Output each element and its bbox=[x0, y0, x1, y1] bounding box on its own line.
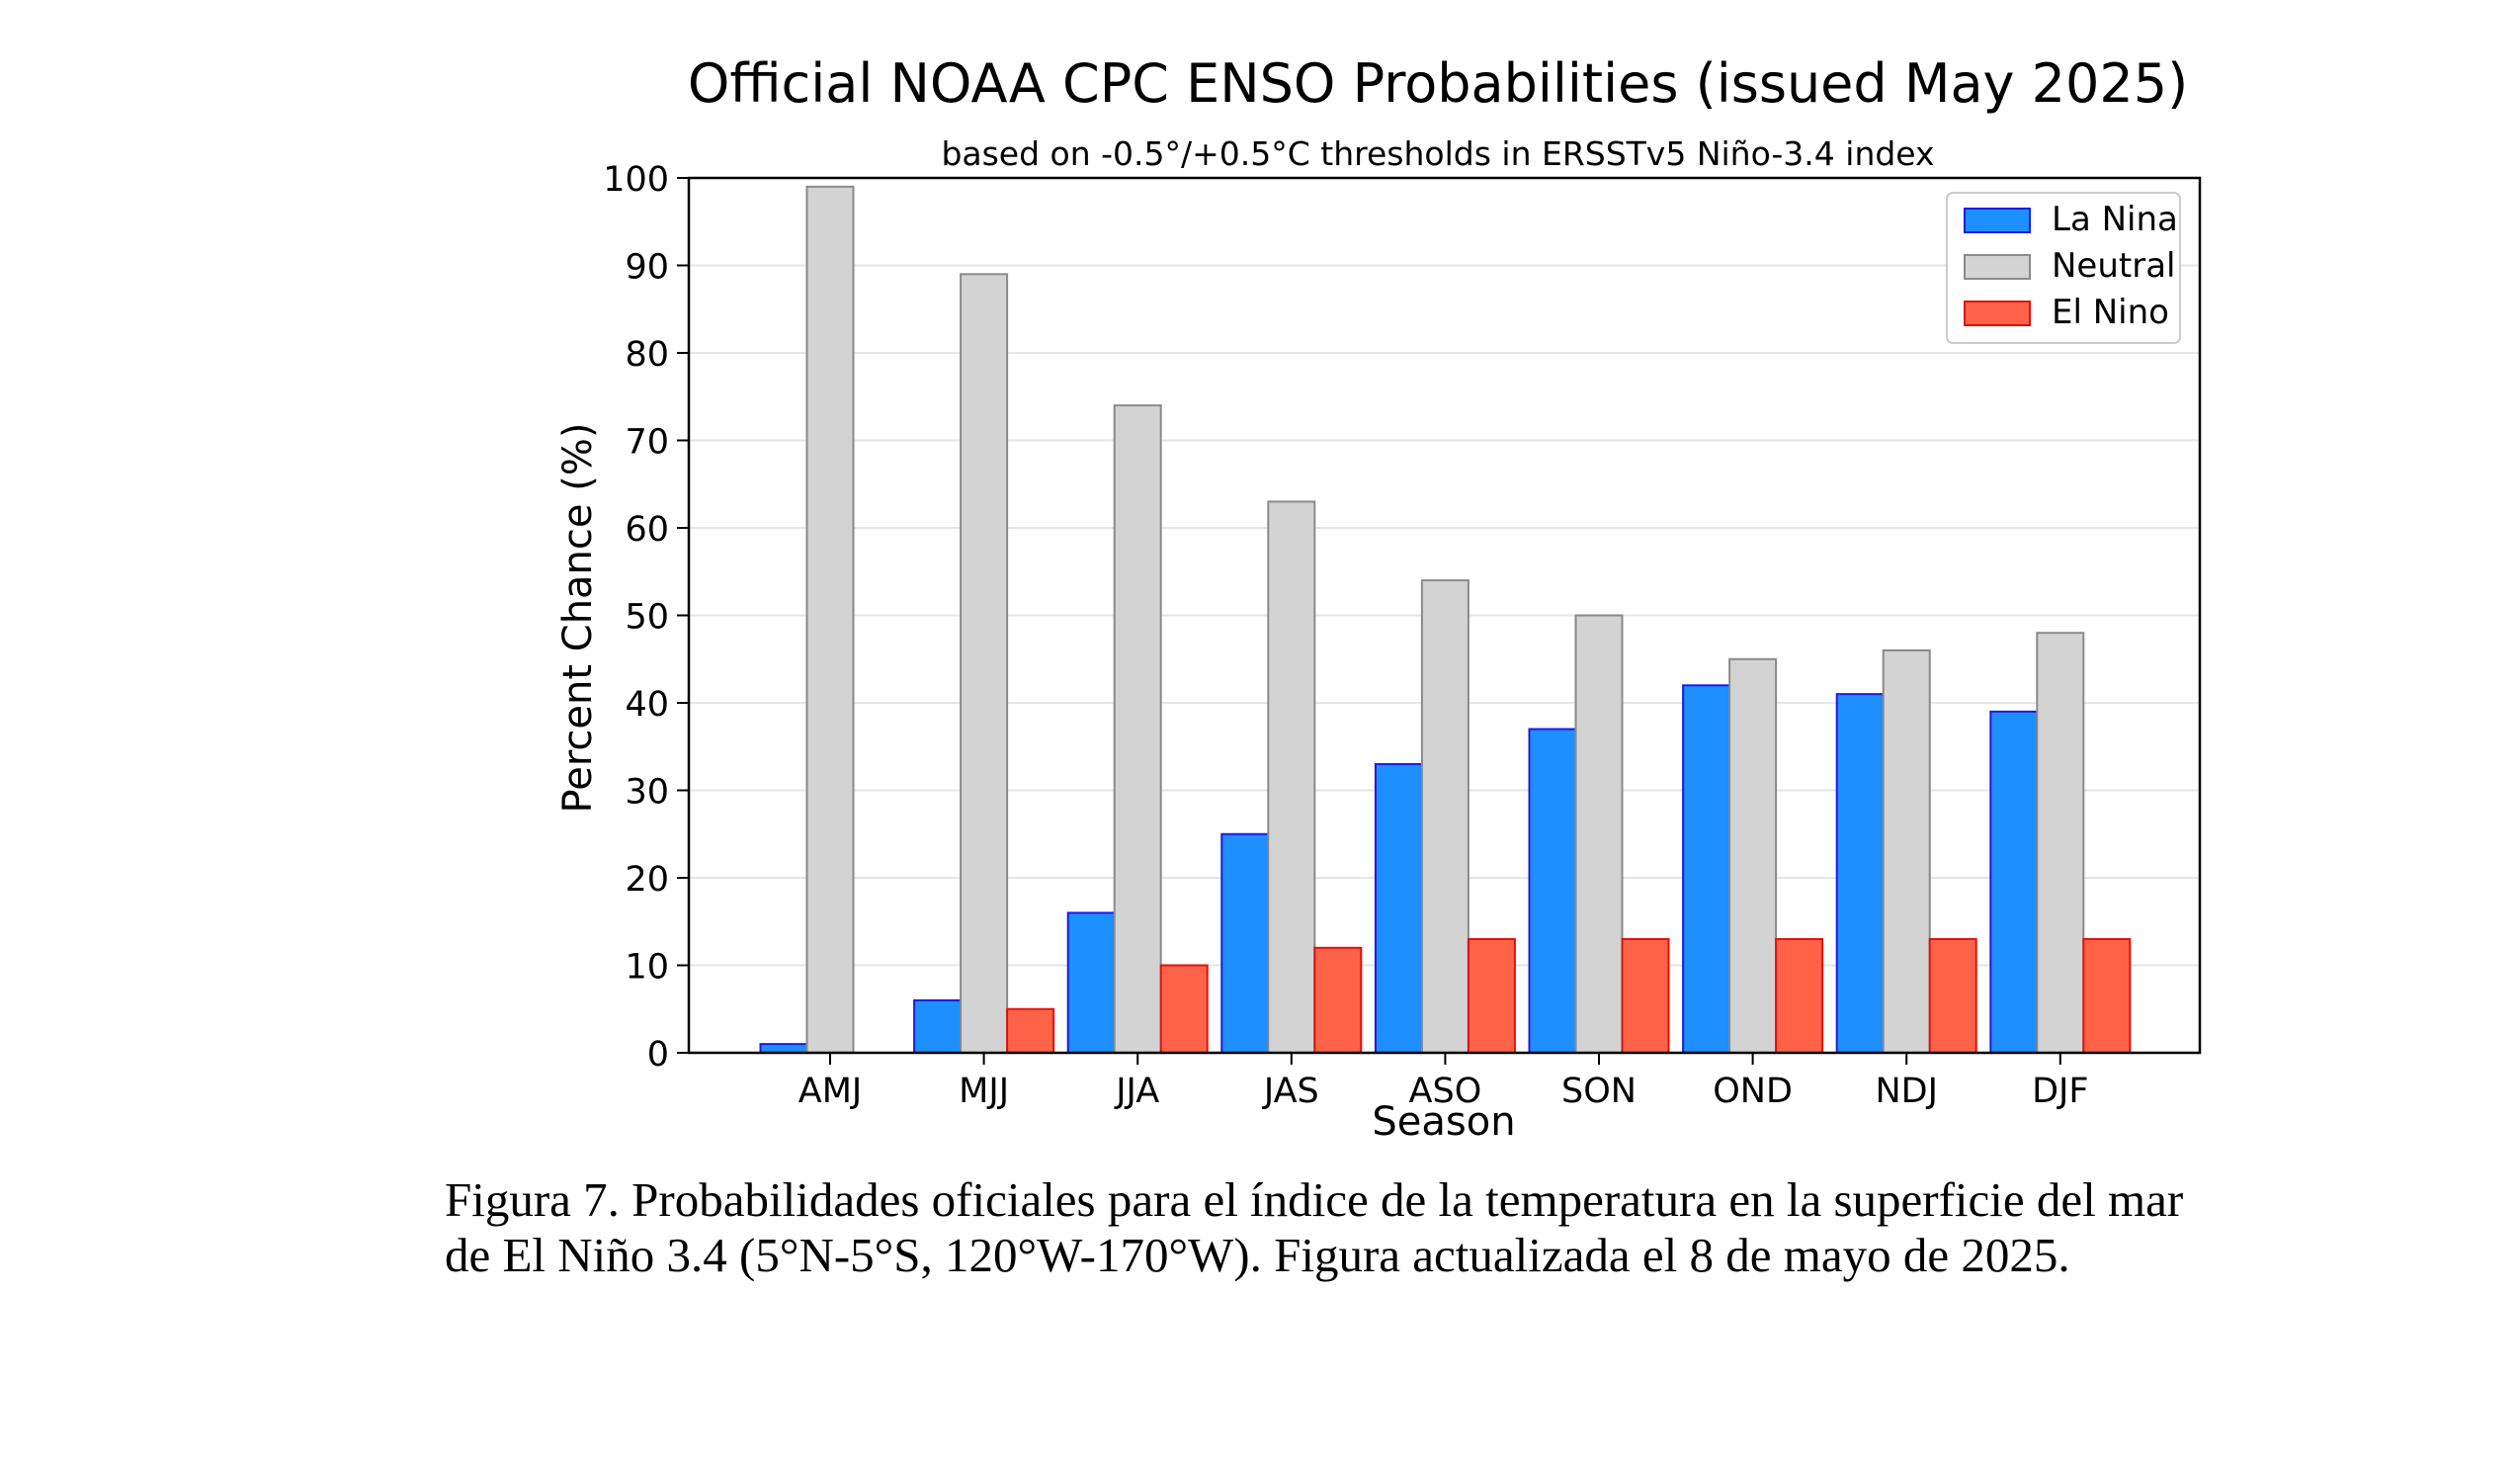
bar-el-nino-aso bbox=[1467, 937, 1516, 1055]
x-tick-label: JJA bbox=[1114, 1072, 1159, 1111]
legend-label: La Nina bbox=[2052, 200, 2178, 239]
chart-subtitle: based on -0.5°/+0.5°C thresholds in ERSS… bbox=[941, 134, 1934, 173]
bar-la-nina-ndj bbox=[1835, 693, 1885, 1055]
y-tick-label: 70 bbox=[625, 423, 669, 463]
x-tick-label: ASO bbox=[1409, 1072, 1482, 1111]
bar-neutral-mjj bbox=[960, 273, 1009, 1055]
y-axis: 0 10 20 30 40 50 60 70 80 90 100 bbox=[603, 160, 689, 1075]
legend-swatch-neutral bbox=[1964, 254, 2031, 280]
legend: La Nina Neutral El Nino bbox=[1946, 192, 2181, 344]
bar-la-nina-djf bbox=[1989, 710, 2039, 1054]
bar-la-nina-jja bbox=[1066, 911, 1116, 1055]
bar-la-nina-amj bbox=[759, 1043, 808, 1055]
bar-el-nino-jas bbox=[1313, 946, 1363, 1054]
x-tick-label: DJF bbox=[2032, 1072, 2088, 1111]
figure-caption: Figura 7. Probabilidades oficiales para … bbox=[445, 1172, 2372, 1283]
caption-line-1: Figura 7. Probabilidades oficiales para … bbox=[445, 1172, 2184, 1227]
y-tick-label: 50 bbox=[625, 598, 669, 638]
y-tick-label: 10 bbox=[625, 948, 669, 988]
x-tick-label: MJJ bbox=[959, 1072, 1009, 1111]
x-tick-label: NDJ bbox=[1875, 1072, 1937, 1111]
y-tick-label: 90 bbox=[625, 248, 669, 288]
x-tick-label: SON bbox=[1561, 1072, 1637, 1111]
y-tick-label: 0 bbox=[647, 1035, 669, 1075]
bar-el-nino-mjj bbox=[1006, 1007, 1055, 1054]
bar-el-nino-ndj bbox=[1928, 937, 1977, 1055]
bar-neutral-djf bbox=[2036, 632, 2085, 1054]
bar-la-nina-mjj bbox=[913, 998, 963, 1055]
x-axis-label: Season bbox=[1372, 1099, 1515, 1145]
y-tick-label: 20 bbox=[625, 860, 669, 900]
bar-la-nina-jas bbox=[1220, 832, 1270, 1054]
y-tick-label: 80 bbox=[625, 335, 669, 375]
bars bbox=[759, 185, 2132, 1055]
bar-neutral-aso bbox=[1420, 579, 1470, 1054]
x-tick-label: AMJ bbox=[798, 1072, 862, 1111]
x-tick-label: OND bbox=[1713, 1072, 1793, 1111]
y-tick-label: 60 bbox=[625, 510, 669, 550]
bar-la-nina-ond bbox=[1682, 684, 1731, 1054]
bar-neutral-son bbox=[1574, 614, 1624, 1054]
caption-line-2: de El Niño 3.4 (5°N-5°S, 120°W-170°W). F… bbox=[445, 1228, 2070, 1282]
bar-neutral-jas bbox=[1267, 500, 1316, 1054]
bar-la-nina-son bbox=[1528, 728, 1577, 1054]
bar-el-nino-ond bbox=[1775, 937, 1824, 1055]
bar-neutral-jja bbox=[1113, 404, 1162, 1055]
bar-el-nino-son bbox=[1621, 937, 1670, 1055]
bar-neutral-ond bbox=[1728, 657, 1778, 1054]
bar-el-nino-djf bbox=[2082, 937, 2132, 1055]
legend-swatch-el-nino bbox=[1964, 301, 2031, 326]
bar-el-nino-jja bbox=[1159, 964, 1209, 1054]
chart-title: Official NOAA CPC ENSO Probabilities (is… bbox=[688, 52, 2188, 115]
y-axis-label: Percent Chance (%) bbox=[555, 423, 601, 814]
x-tick-label: JAS bbox=[1262, 1072, 1319, 1111]
legend-swatch-la-nina bbox=[1964, 208, 2031, 233]
y-tick-label: 100 bbox=[603, 160, 669, 200]
bar-la-nina-aso bbox=[1374, 762, 1423, 1054]
legend-label: El Nino bbox=[2052, 293, 2169, 332]
x-axis: AMJ MJJ JJA JAS ASO SON OND NDJ DJF bbox=[798, 1053, 2089, 1111]
bar-neutral-amj bbox=[805, 185, 855, 1055]
y-tick-label: 30 bbox=[625, 773, 669, 813]
y-tick-label: 40 bbox=[625, 685, 669, 725]
bar-neutral-ndj bbox=[1882, 648, 1931, 1055]
legend-label: Neutral bbox=[2052, 246, 2176, 286]
